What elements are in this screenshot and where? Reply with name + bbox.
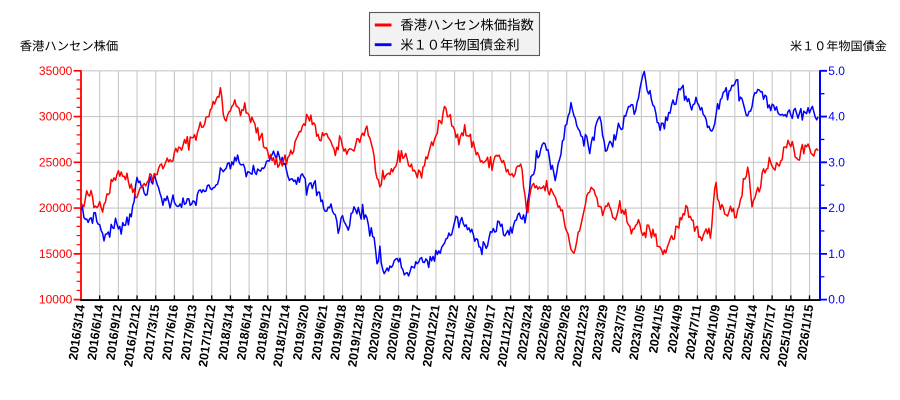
svg-text:25000: 25000 xyxy=(39,155,73,169)
svg-text:2023/7/3: 2023/7/3 xyxy=(609,304,630,354)
svg-text:5.0: 5.0 xyxy=(828,64,845,78)
svg-text:3.0: 3.0 xyxy=(828,155,845,169)
svg-text:4.0: 4.0 xyxy=(828,110,845,124)
svg-text:2024/1/5: 2024/1/5 xyxy=(646,304,667,354)
svg-text:2024/4/9: 2024/4/9 xyxy=(665,304,686,354)
svg-text:0.0: 0.0 xyxy=(828,293,845,307)
svg-text:10000: 10000 xyxy=(39,293,73,307)
svg-text:15000: 15000 xyxy=(39,247,73,261)
svg-text:2.0: 2.0 xyxy=(828,201,845,215)
svg-text:20000: 20000 xyxy=(39,201,73,215)
svg-text:35000: 35000 xyxy=(39,64,73,78)
svg-text:1.0: 1.0 xyxy=(828,247,845,261)
svg-text:30000: 30000 xyxy=(39,110,73,124)
